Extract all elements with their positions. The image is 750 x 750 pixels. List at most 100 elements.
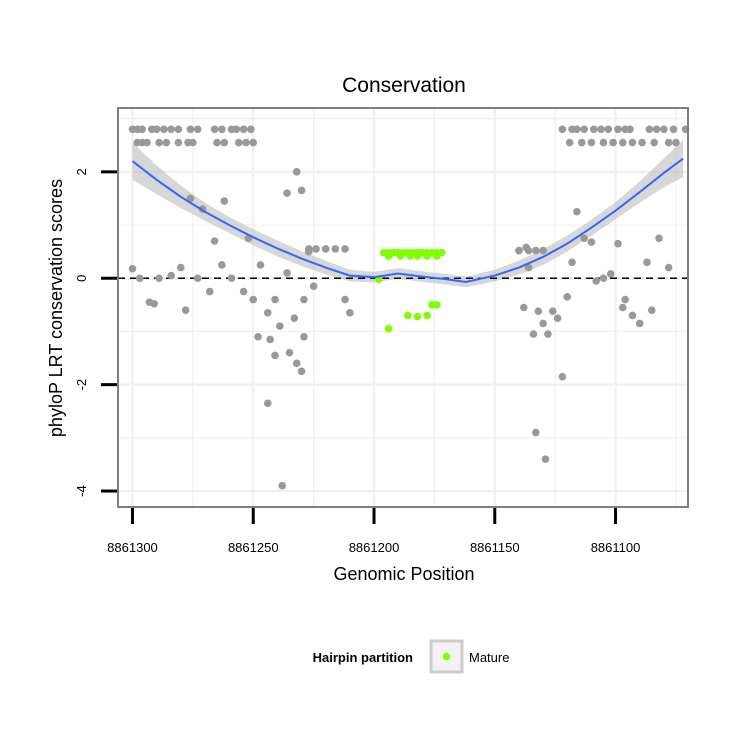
hairpin-point: [263, 309, 272, 317]
y-axis: 2 0 -2 -4: [74, 168, 117, 497]
hairpin-point: [664, 138, 673, 147]
y-tick-label: -4: [74, 485, 89, 497]
hairpin-point: [167, 125, 175, 134]
hairpin-point: [167, 271, 175, 280]
hairpin-point: [218, 125, 226, 134]
hairpin-point: [529, 330, 538, 338]
hairpin-point: [210, 237, 219, 245]
hairpin-point: [544, 330, 552, 338]
mature-point: [413, 312, 422, 321]
hairpin-point: [577, 138, 586, 147]
hairpin-point: [645, 125, 654, 134]
hairpin-point: [218, 261, 226, 269]
legend-key-mature: [442, 652, 451, 661]
hairpin-point: [186, 125, 195, 134]
x-axis: 8861300 8861250 8861200 8861150 8861100: [107, 508, 640, 555]
hairpin-point: [271, 351, 279, 360]
hairpin-point: [283, 189, 291, 197]
hairpin-point: [283, 269, 291, 277]
hairpin-point: [239, 125, 248, 134]
smooth-trend-line: [131, 157, 684, 283]
hairpin-point: [647, 306, 656, 314]
hairpin-point: [331, 245, 340, 253]
hairpin-point: [558, 125, 567, 134]
hairpin-point: [266, 335, 274, 344]
hairpin-point: [597, 125, 605, 134]
hairpin-point: [604, 125, 613, 134]
hairpin-point: [519, 303, 528, 312]
hairpin-point: [276, 322, 284, 330]
y-tick-label: 0: [74, 275, 89, 282]
hairpin-point: [592, 277, 601, 285]
hairpin-point: [346, 309, 354, 317]
hairpin-point: [626, 125, 634, 134]
hairpin-point: [341, 295, 349, 304]
hairpin-point: [643, 258, 651, 267]
hairpin-point: [220, 138, 229, 147]
y-tick-label: 2: [74, 168, 89, 175]
hairpin-point: [213, 138, 221, 147]
hairpin-point: [249, 295, 258, 304]
hairpin-point: [138, 125, 146, 134]
x-tick-label: 8861100: [591, 540, 641, 555]
hairpin-point: [297, 367, 306, 376]
hairpin-point: [309, 282, 318, 291]
hairpin-point: [234, 138, 243, 147]
hairpin-point: [263, 399, 272, 408]
hairpin-point: [669, 125, 678, 134]
hairpin-point: [205, 287, 214, 296]
hairpin-point: [210, 125, 219, 134]
hairpin-point: [587, 138, 596, 147]
x-tick-label: 8861250: [228, 540, 279, 555]
hairpin-point: [534, 307, 543, 316]
hairpin-point: [563, 293, 572, 301]
hairpin-point: [614, 239, 622, 248]
hairpin-point: [174, 138, 183, 147]
x-tick-label: 8861300: [107, 540, 158, 555]
hairpin-point: [599, 138, 608, 147]
hairpin-point: [128, 264, 137, 273]
mature-point: [433, 252, 441, 260]
hairpin-point: [580, 234, 588, 243]
hairpin-point: [635, 319, 644, 328]
hairpin-point: [292, 168, 301, 176]
mature-point: [413, 252, 422, 260]
hairpin-point: [220, 197, 229, 205]
hairpin-point: [553, 314, 562, 322]
mature-point: [406, 252, 415, 260]
hairpin-point: [539, 246, 547, 255]
hairpin-point: [548, 307, 557, 316]
hairpin-point: [590, 125, 598, 134]
hairpin-point: [532, 246, 540, 255]
plot-panel: [117, 107, 690, 508]
mature-point: [384, 252, 393, 260]
mature-point: [423, 311, 431, 320]
hairpin-point: [614, 125, 622, 134]
panel-background: [118, 108, 688, 507]
hairpin-point: [160, 125, 168, 134]
mature-point: [423, 252, 431, 260]
hairpin-point: [628, 311, 637, 320]
hairpin-point: [249, 138, 258, 147]
hairpin-point: [539, 319, 547, 328]
hairpin-point: [186, 194, 195, 203]
hairpin-point: [193, 125, 202, 134]
hairpin-point: [242, 138, 250, 147]
hairpin-point: [532, 428, 540, 437]
legend-label-mature: Mature: [469, 650, 509, 665]
hairpin-point: [568, 258, 576, 267]
hairpin-point: [181, 306, 190, 314]
hairpin-point: [524, 263, 533, 272]
hairpin-point: [143, 138, 151, 147]
mature-point: [433, 301, 441, 309]
hairpin-point: [609, 138, 617, 147]
hairpin-point: [515, 246, 523, 255]
hairpin-point: [174, 125, 183, 134]
hairpin-point: [580, 125, 588, 134]
hairpin-point: [655, 234, 663, 243]
hairpin-point: [341, 245, 349, 253]
hairpin-point: [618, 303, 627, 312]
hairpin-point: [573, 207, 581, 216]
hairpin-point: [292, 359, 301, 368]
